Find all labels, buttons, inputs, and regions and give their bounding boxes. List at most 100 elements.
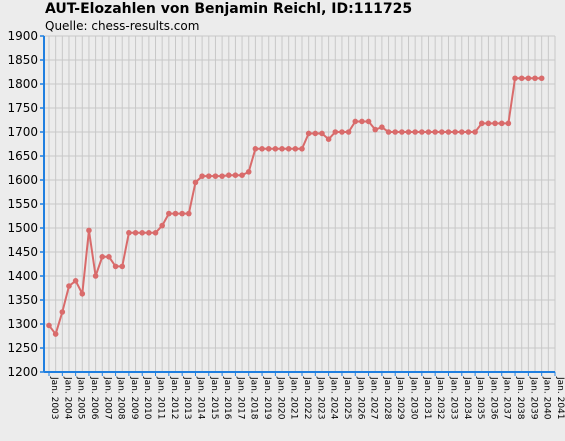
- data-series: [46, 75, 545, 337]
- data-point: [132, 230, 139, 236]
- x-tick-label: Jan. 2009: [129, 376, 139, 420]
- data-point: [319, 130, 325, 137]
- x-tick-label: Jan. 2007: [102, 376, 112, 420]
- y-tick-label: 1600: [7, 173, 38, 187]
- y-tick-label: 1850: [7, 53, 38, 67]
- data-point: [372, 126, 379, 133]
- data-point: [106, 253, 112, 260]
- data-point: [412, 129, 418, 135]
- data-point: [72, 278, 79, 284]
- y-tick-label: 1500: [7, 221, 38, 235]
- x-tick-label: Jan. 2038: [515, 376, 525, 420]
- data-point: [419, 129, 425, 135]
- x-tick-label: Jan. 2020: [275, 376, 285, 420]
- data-point: [492, 120, 498, 127]
- data-point: [59, 309, 66, 315]
- data-point: [365, 118, 372, 125]
- data-point: [126, 230, 132, 236]
- data-point: [92, 273, 99, 279]
- data-point: [432, 129, 438, 135]
- data-point: [472, 129, 478, 135]
- data-point: [212, 173, 219, 179]
- data-point: [79, 290, 86, 297]
- y-tick-label: 1650: [7, 149, 38, 163]
- data-point: [425, 129, 432, 135]
- x-tick-label: Jan. 2006: [89, 376, 99, 420]
- data-point: [192, 179, 199, 186]
- data-point: [166, 210, 172, 217]
- x-tick-label: Jan. 2004: [62, 376, 72, 420]
- x-tick-label: Jan. 2030: [409, 376, 419, 420]
- x-tick-label: Jan. 2011: [156, 376, 166, 420]
- data-point: [305, 130, 312, 137]
- x-tick-label: Jan. 2036: [488, 376, 498, 420]
- data-point: [232, 172, 239, 178]
- data-point: [119, 263, 126, 270]
- data-point: [239, 172, 245, 178]
- y-tick-label: 1200: [7, 365, 38, 379]
- data-point: [199, 173, 205, 179]
- x-tick-label: Jan. 2005: [76, 376, 86, 420]
- data-point: [112, 263, 119, 270]
- data-point: [352, 118, 359, 125]
- x-tick-label: Jan. 2035: [475, 376, 485, 419]
- data-point: [359, 118, 365, 125]
- data-point: [139, 230, 146, 236]
- data-point: [345, 129, 352, 135]
- x-tick-label: Jan. 2029: [395, 376, 405, 420]
- y-tick-label: 1700: [7, 125, 38, 139]
- data-point: [279, 146, 285, 152]
- x-tick-labels: Jan. 2003 Jan. 2004 Jan. 2005 Jan. 2006 Jan.…: [49, 376, 565, 420]
- x-tick-label: Jan. 2032: [435, 376, 445, 420]
- x-tick-label: Jan. 2026: [355, 376, 365, 420]
- data-point: [458, 129, 465, 135]
- x-tick-label: Jan. 2012: [169, 376, 179, 420]
- data-point: [452, 129, 458, 135]
- data-point: [518, 75, 525, 82]
- data-point: [285, 146, 292, 152]
- data-point: [525, 75, 532, 82]
- data-point: [99, 253, 106, 260]
- x-tick-label: Jan. 2031: [422, 376, 432, 420]
- x-tick-label: Jan. 2015: [209, 376, 219, 420]
- data-point: [339, 129, 345, 135]
- data-point: [392, 129, 399, 135]
- x-tick-label: Jan. 2024: [329, 376, 339, 420]
- x-tick-label: Jan. 2025: [342, 376, 352, 420]
- data-point: [205, 173, 212, 179]
- x-tick-label: Jan. 2040: [542, 376, 552, 420]
- data-point: [485, 120, 492, 127]
- data-point: [265, 146, 272, 152]
- data-point: [332, 129, 339, 135]
- data-point: [445, 129, 452, 135]
- data-point: [532, 75, 538, 82]
- y-tick-label: 1750: [7, 101, 38, 115]
- data-point: [465, 129, 472, 135]
- data-point: [179, 210, 185, 217]
- y-tick-label: 1900: [7, 29, 38, 43]
- data-point: [325, 136, 332, 142]
- x-tick-label: Jan. 2018: [249, 376, 259, 420]
- grid-lines: [44, 35, 556, 373]
- y-tick-label: 1250: [7, 341, 38, 355]
- x-tick-label: Jan. 2003: [49, 376, 59, 420]
- data-point: [86, 227, 92, 234]
- y-tick-label: 1800: [7, 77, 38, 91]
- data-point: [439, 129, 445, 135]
- data-point: [252, 146, 259, 152]
- data-point: [478, 120, 485, 127]
- x-tick-label: Jan. 2037: [502, 376, 512, 419]
- x-tick-label: Jan. 2039: [528, 376, 538, 420]
- data-point: [146, 230, 152, 236]
- x-tick-label: Jan. 2013: [182, 376, 192, 420]
- data-point: [292, 146, 299, 152]
- data-point: [219, 173, 225, 179]
- x-tick-label: Jan. 2016: [222, 376, 232, 420]
- data-point: [259, 146, 265, 152]
- data-point: [399, 129, 405, 135]
- x-tick-label: Jan. 2027: [369, 376, 379, 420]
- data-point: [505, 120, 512, 127]
- data-point: [66, 283, 72, 289]
- x-tick-label: Jan. 2008: [116, 376, 126, 420]
